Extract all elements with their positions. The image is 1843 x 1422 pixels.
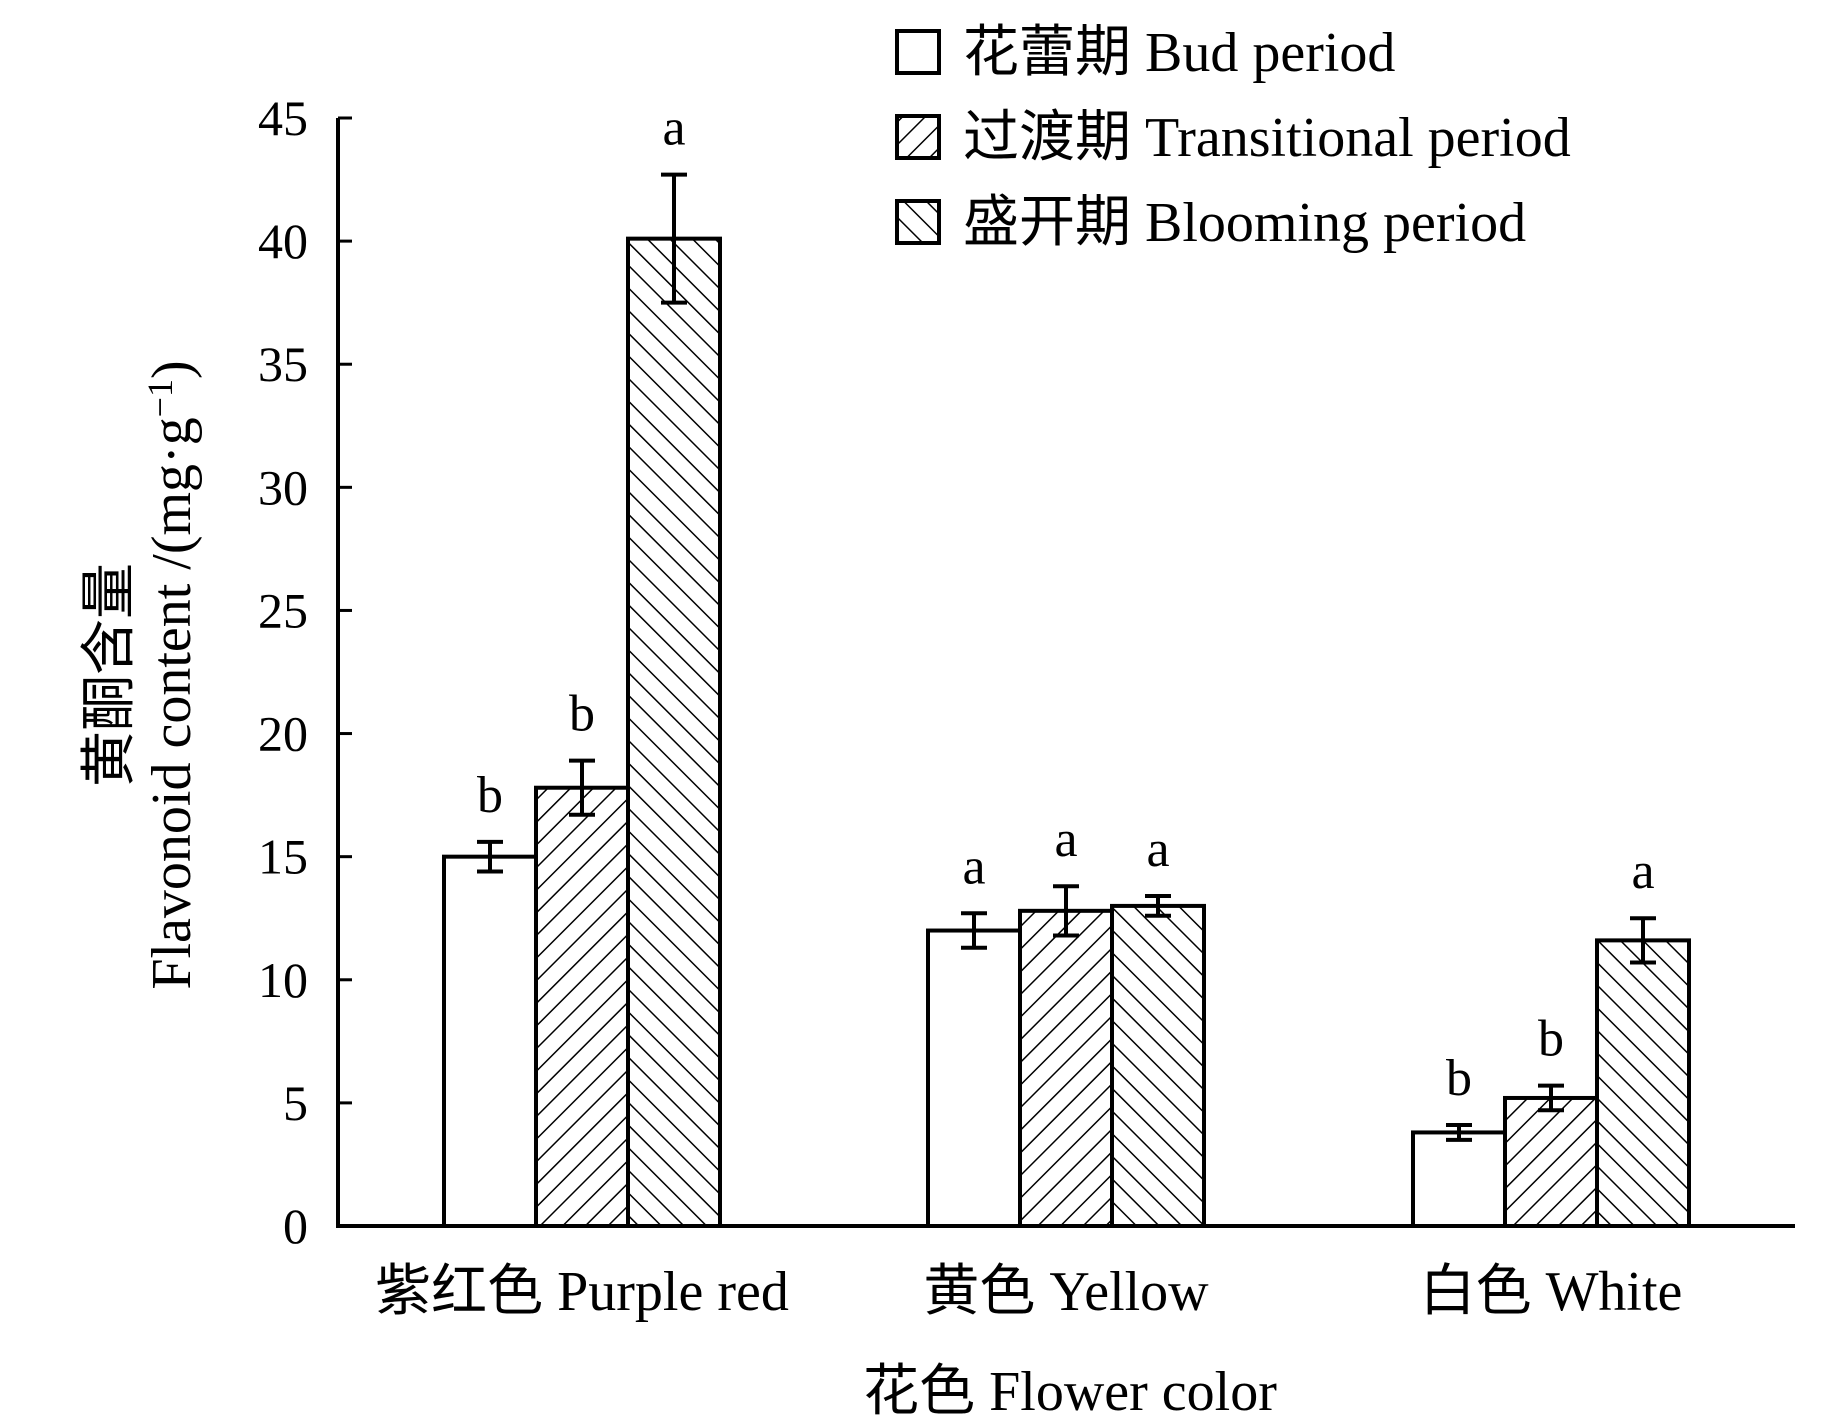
y-tick-label: 20 [258,706,308,762]
legend-label: 盛开期 Blooming period [963,192,1526,254]
significance-letter: a [1146,821,1169,878]
category-labels: 紫红色 Purple red 黄色 Yellow 白色 White [375,1261,1682,1323]
y-tick-label: 5 [283,1075,308,1131]
bar [1411,1130,1507,1228]
y-tick-label: 35 [258,336,308,392]
error-bars [477,172,1656,1142]
legend-label: 花蕾期 Bud period [963,22,1395,84]
y-tick-label: 10 [258,952,308,1008]
y-ticks: 0 5 10 15 20 25 30 35 40 45 [258,90,352,1254]
bars [442,236,1691,1229]
bar [534,785,630,1228]
category-label: 紫红色 Purple red [375,1261,789,1323]
y-axis-title: 黄酮含量 Flavonoid content /(mg·g−1) [79,360,203,989]
y-axis-title-en-sup: −1 [140,379,180,417]
y-tick-label: 15 [258,829,308,885]
y-axis-title-cn: 黄酮含量 [79,563,141,787]
significance-letter: b [477,767,503,824]
x-axis-title: 花色 Flower color [863,1361,1277,1417]
bar [1110,903,1206,1229]
significance-letter: a [1631,843,1654,900]
y-axis-title-en-main: Flavonoid content /(mg·g [141,417,203,989]
legend: 花蕾期 Bud period 过渡期 Transitional period 盛开期… [895,22,1571,254]
y-tick-label: 45 [258,90,308,146]
legend-swatch [895,114,941,160]
significance-letter: a [962,838,985,895]
bar [926,928,1022,1228]
significance-letter: a [1054,811,1077,868]
legend-swatch [895,199,941,245]
significance-letter: b [569,686,595,743]
legend-swatch [895,29,941,75]
category-label: 黄色 Yellow [923,1261,1209,1323]
legend-label: 过渡期 Transitional period [963,107,1571,169]
y-axis-title-en-close: ) [141,360,203,379]
bar [1595,938,1691,1228]
y-axis-title-en: Flavonoid content /(mg·g−1) [140,360,203,989]
y-tick-label: 0 [283,1198,308,1254]
bar [442,854,538,1229]
significance-letters: b b a a a a b b a [477,100,1655,1107]
y-tick-label: 25 [258,582,308,638]
bar [1503,1095,1599,1229]
category-label: 白色 White [1420,1261,1683,1323]
y-tick-label: 40 [258,213,308,269]
y-tick-label: 30 [258,459,308,515]
significance-letter: a [662,100,685,157]
bar [626,236,722,1229]
significance-letter: b [1538,1011,1564,1068]
significance-letter: b [1446,1050,1472,1107]
bar [1018,908,1114,1229]
